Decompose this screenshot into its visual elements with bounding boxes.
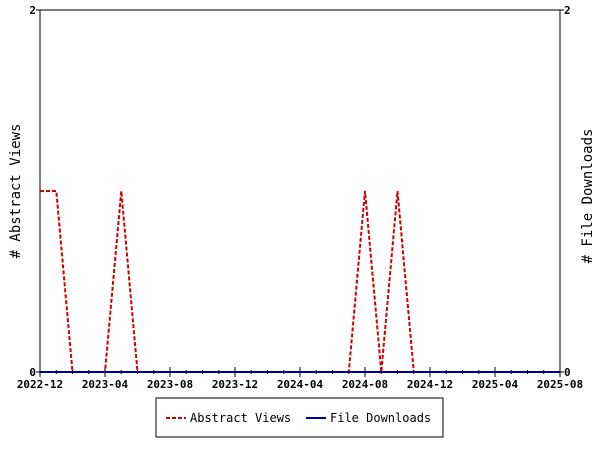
x-tick-label: 2023-08 — [147, 378, 193, 391]
legend-label-abstract-views: Abstract Views — [190, 411, 291, 425]
x-tick-label: 2023-04 — [82, 378, 129, 391]
series-layer — [40, 190, 560, 373]
x-tick-label: 2024-12 — [407, 378, 453, 391]
y-right-tick-label: 0 — [564, 366, 571, 379]
x-tick-label: 2024-04 — [277, 378, 324, 391]
legend: Abstract Views File Downloads — [155, 397, 444, 438]
plot-frame — [39, 9, 561, 373]
y-right-tick-label: 2 — [564, 4, 571, 17]
x-tick-label: 2024-08 — [342, 378, 388, 391]
x-tick-label: 2025-04 — [472, 378, 519, 391]
y-axis-title-left: # Abstract Views — [8, 124, 24, 259]
y-left-tick-label: 2 — [29, 4, 36, 17]
x-tick-label: 2023-12 — [212, 378, 258, 391]
legend-box — [155, 397, 444, 438]
y-axis-title-right: # File Downloads — [580, 129, 596, 264]
legend-label-file-downloads: File Downloads — [330, 411, 431, 425]
x-tick-label: 2025-08 — [537, 378, 583, 391]
y-left-tick-label: 0 — [29, 366, 36, 379]
ticks-layer: 2022-12 2023-04 2023-08 2023-12 2024-04 2024-… — [17, 4, 583, 391]
x-tick-label: 2022-12 — [17, 378, 63, 391]
